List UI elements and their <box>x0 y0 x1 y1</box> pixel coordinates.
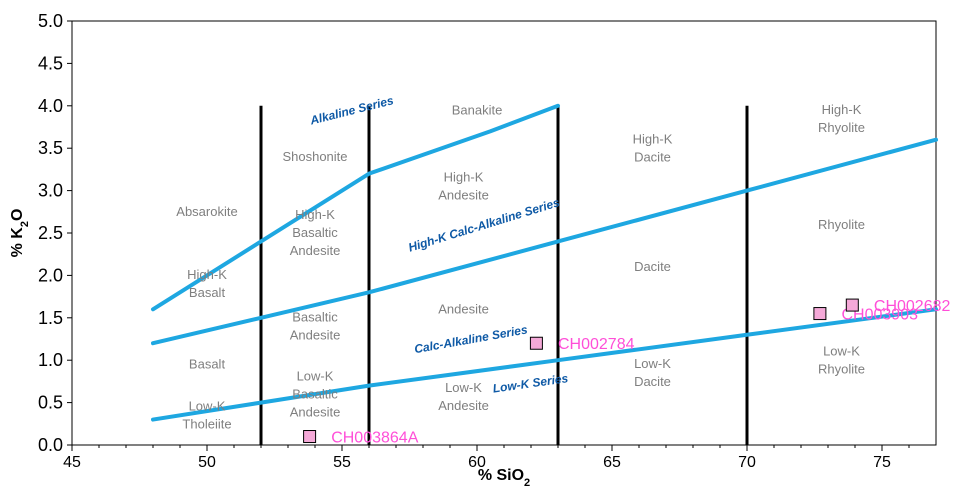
field-label-low-k-andesite: Low-K Andesite <box>438 380 489 413</box>
field-label-line: Low-K <box>823 343 860 358</box>
field-label-low-k-rhyolite: Low-K Rhyolite <box>818 343 865 376</box>
field-label-line: Low-K <box>445 380 482 395</box>
field-label-line: Dacite <box>634 374 671 389</box>
y-tick-label: 4.5 <box>38 53 63 73</box>
field-label-line: Basaltic <box>292 386 338 401</box>
sample-label-ch003903: CH003903 <box>842 306 919 323</box>
field-label-line: Andesite <box>290 243 341 258</box>
sample-point-ch003864a <box>303 430 317 444</box>
field-label-shoshonite: Shoshonite <box>282 149 347 164</box>
field-labels: Absarokite Shoshonite Banakite High-K Basalt… <box>176 102 865 432</box>
y-tick-label: 3.0 <box>38 181 63 201</box>
y-tick-label: 5.0 <box>38 11 63 31</box>
boundary-high-k-calc-alkaline-series <box>151 137 938 346</box>
y-tick-label: 2.0 <box>38 265 63 285</box>
x-tick-label: 55 <box>333 454 351 471</box>
field-label-line: Low-K <box>297 368 334 383</box>
field-label-line: Banakite <box>452 102 503 117</box>
field-label-basaltic-andesite: Basaltic Andesite <box>290 310 341 343</box>
field-label-line: Andesite <box>290 328 341 343</box>
y-tick-label: 2.5 <box>38 223 63 243</box>
x-axis-title: % SiO2 <box>478 467 530 489</box>
field-label-high-k-basalt: High-K Basalt <box>187 267 227 300</box>
x-tick-label: 65 <box>603 454 621 471</box>
field-label-low-k-dacite: Low-K Dacite <box>634 356 671 389</box>
field-label-line: High-K <box>187 267 227 282</box>
sample-label-ch002784: CH002784 <box>558 336 635 353</box>
field-label-line: Andesite <box>290 404 341 419</box>
x-tick-label: 75 <box>873 454 891 471</box>
field-label-absarokite: Absarokite <box>176 204 237 219</box>
sample-point-ch002682 <box>845 298 859 312</box>
field-label-line: Tholeiite <box>182 417 231 432</box>
x-tick-label: 50 <box>198 454 216 471</box>
axis-title-text: % K <box>9 227 26 258</box>
sample-label-ch003864a: CH003864A <box>331 429 419 446</box>
field-label-line: Basalt <box>189 357 226 372</box>
field-label-andesite: Andesite <box>438 302 489 317</box>
y-tick-label: 1.5 <box>38 308 63 328</box>
y-tick-label: 0.0 <box>38 435 63 455</box>
field-label-basalt: Basalt <box>189 357 226 372</box>
field-label-line: Absarokite <box>176 204 237 219</box>
field-label-line: Andesite <box>438 398 489 413</box>
field-label-line: Basaltic <box>292 225 338 240</box>
field-label-low-k-tholeiite: Low-K Tholeiite <box>182 399 231 432</box>
field-label-high-k-andesite: High-K Andesite <box>438 170 489 203</box>
field-label-line: Basaltic <box>292 310 338 325</box>
field-label-line: Low-K <box>189 399 226 414</box>
axis-title-text: O <box>9 209 26 221</box>
field-label-dacite: Dacite <box>634 259 671 274</box>
x-tick-label: 60 <box>468 454 486 471</box>
y-tick-label: 0.5 <box>38 393 63 413</box>
field-label-high-k-rhyolite: High-K Rhyolite <box>818 102 865 135</box>
sample-point-ch002784 <box>529 336 543 350</box>
field-label-line: Andesite <box>438 302 489 317</box>
y-tick-label: 1.0 <box>38 350 63 370</box>
boundary-low-k-series <box>151 307 938 422</box>
x-tick-label: 70 <box>738 454 756 471</box>
sample-point-ch003903 <box>813 307 827 321</box>
y-axis-title: % K2O <box>9 209 31 258</box>
axis-title-subscript: 2 <box>524 477 530 489</box>
field-label-line: Rhyolite <box>818 120 865 135</box>
axis-title-text: % SiO <box>478 467 524 484</box>
field-label-banakite: Banakite <box>452 102 503 117</box>
field-label-line: Basalt <box>189 285 226 300</box>
sample-label-ch002682: CH002682 <box>874 298 951 315</box>
axes: 45 50 55 60 65 70 75 0.0 0.5 1.0 1.5 2.0 2.5 3.0 3.5 4.… <box>9 11 910 489</box>
field-label-high-k-dacite: High-K Dacite <box>633 131 673 164</box>
field-label-line: Rhyolite <box>818 361 865 376</box>
field-label-line: Dacite <box>634 259 671 274</box>
boundary-alkaline-series <box>151 103 560 312</box>
field-label-line: High-K <box>822 102 862 117</box>
field-label-line: High-K <box>295 207 335 222</box>
field-label-line: Shoshonite <box>282 149 347 164</box>
x-tick-label: 45 <box>63 454 81 471</box>
field-label-high-k-basaltic-andesite: High-K Basaltic Andesite <box>290 207 341 258</box>
axis-title-subscript: 2 <box>19 221 31 227</box>
field-label-low-k-basaltic-andesite: Low-K Basaltic Andesite <box>290 368 341 419</box>
field-label-line: High-K <box>633 131 673 146</box>
field-label-line: Low-K <box>634 356 671 371</box>
field-label-line: Andesite <box>438 188 489 203</box>
field-label-line: Dacite <box>634 149 671 164</box>
field-label-rhyolite: Rhyolite <box>818 217 865 232</box>
field-label-line: High-K <box>444 170 484 185</box>
field-label-line: Rhyolite <box>818 217 865 232</box>
y-tick-label: 3.5 <box>38 138 63 158</box>
y-tick-label: 4.0 <box>38 96 63 116</box>
